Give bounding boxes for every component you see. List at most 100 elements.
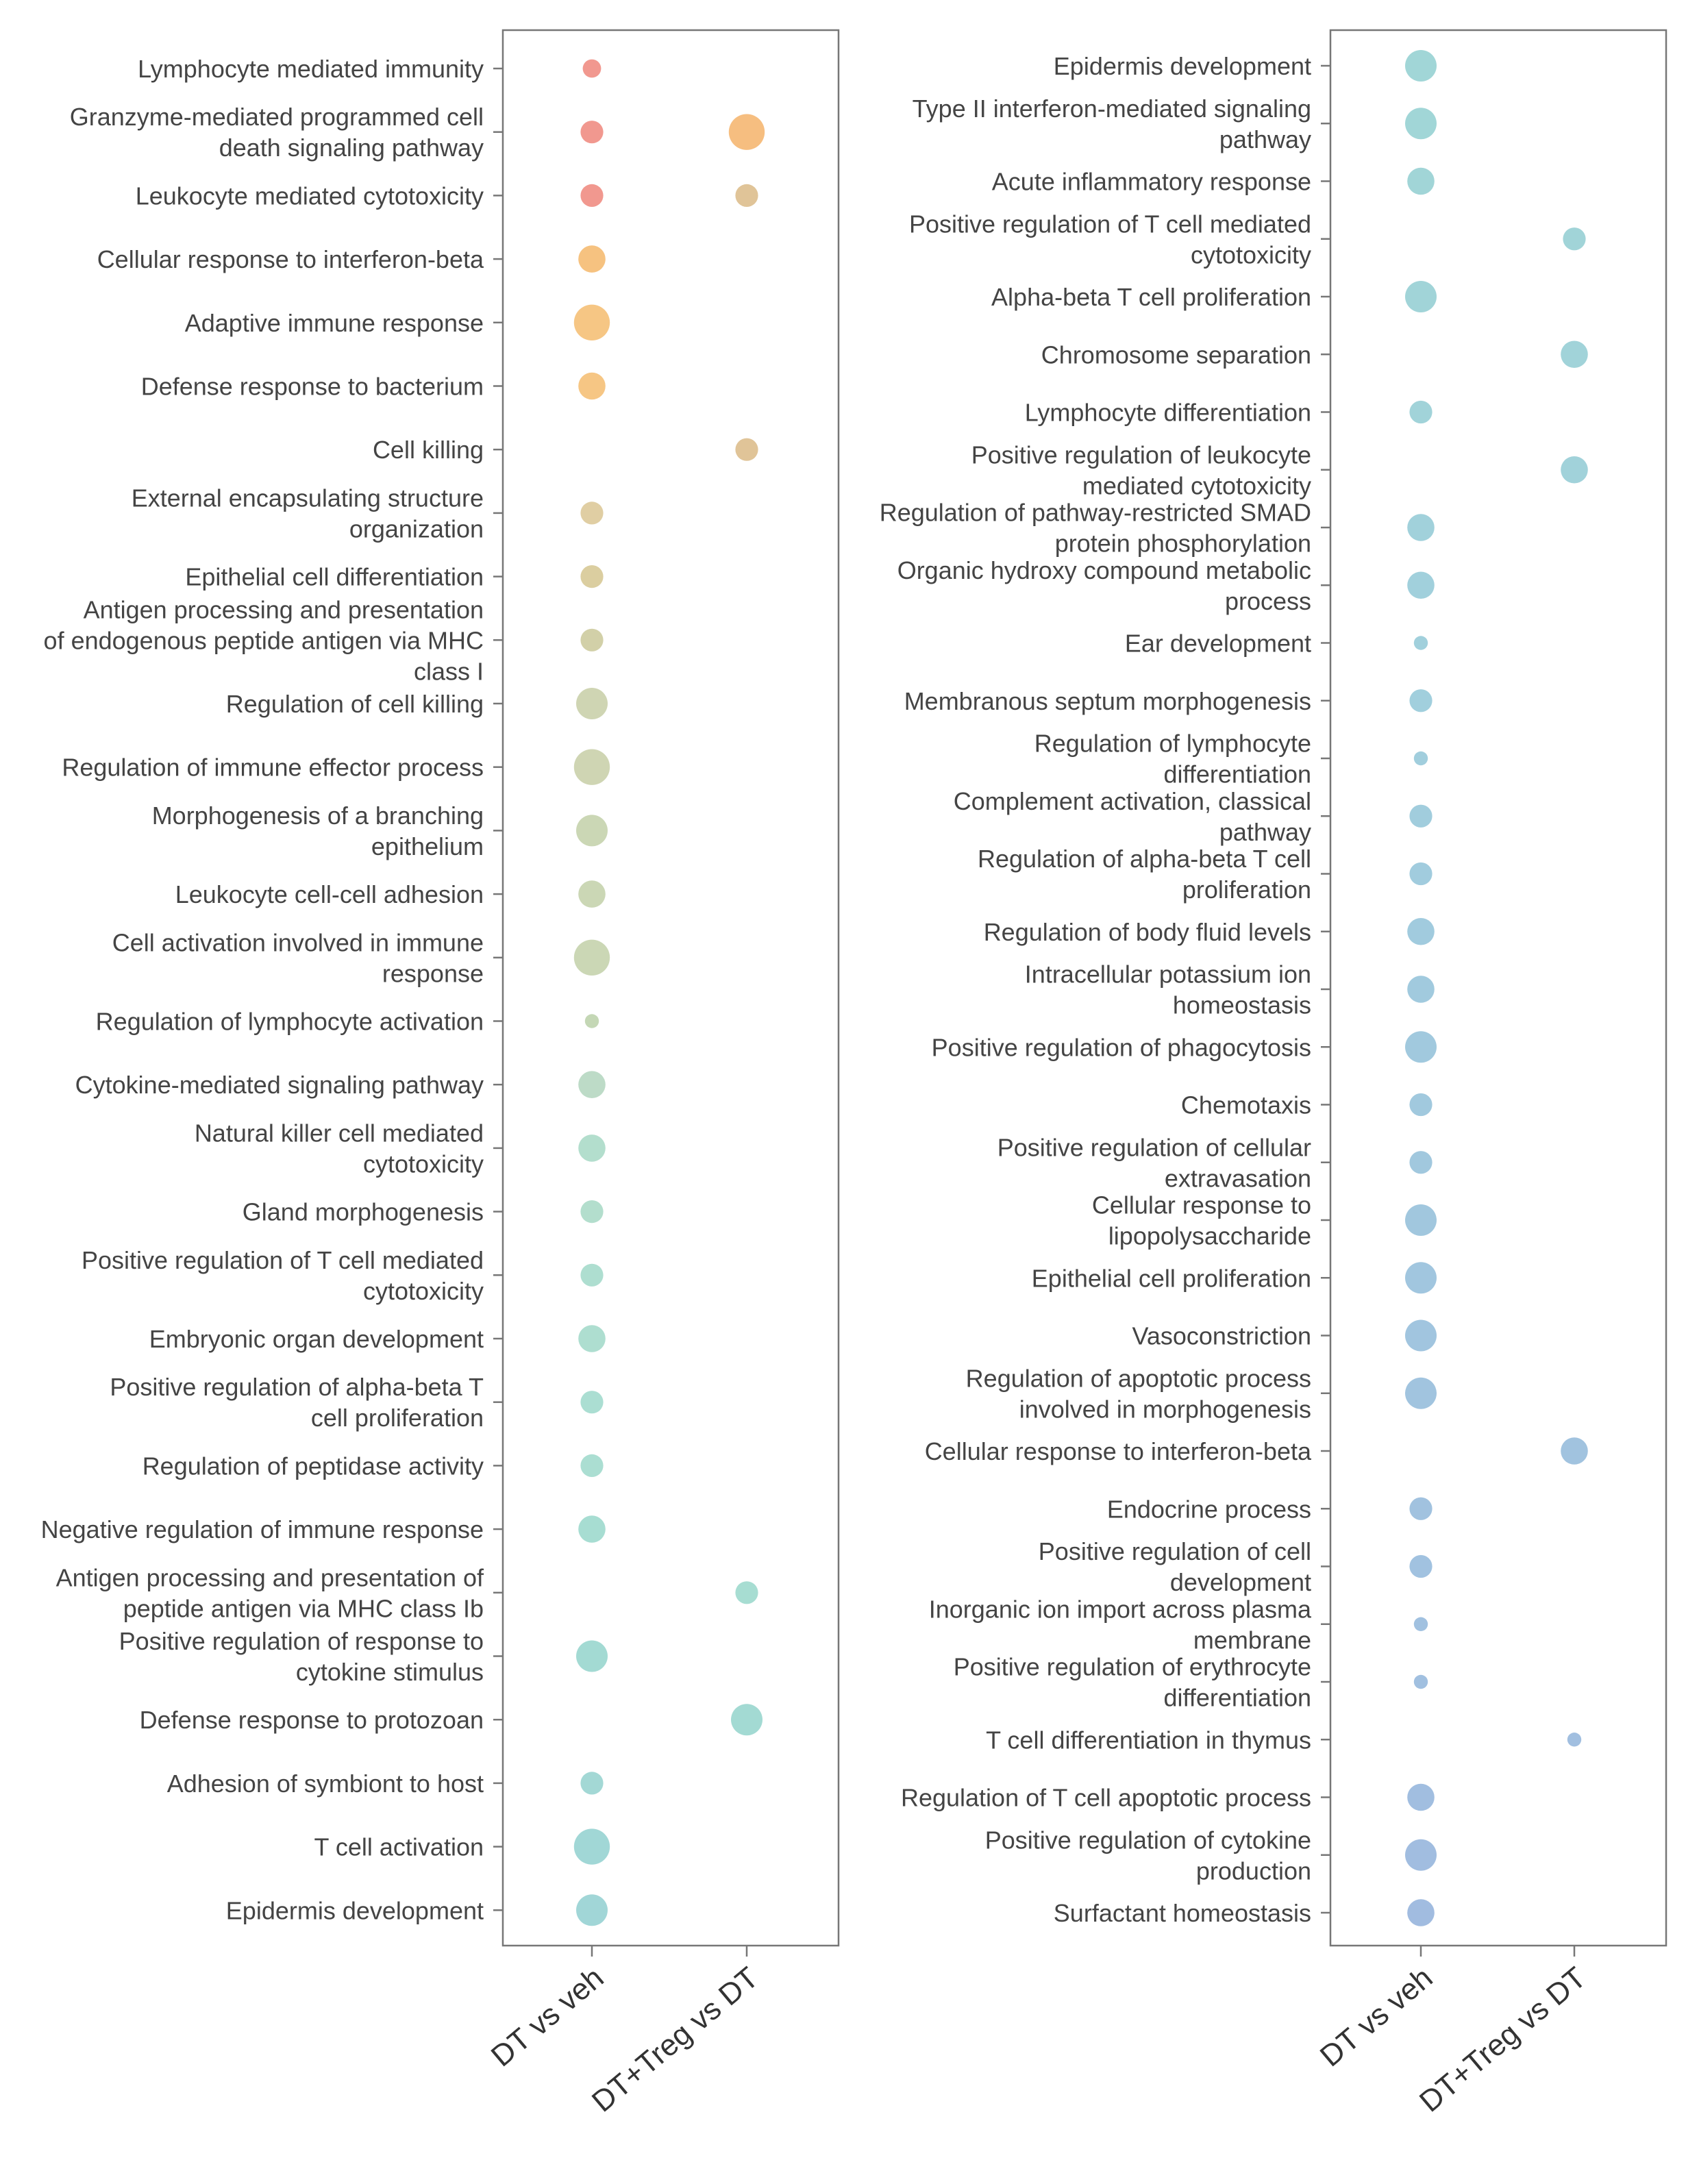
data-point-epithelial-cell-differentiation-dt-vs-veh [580, 565, 604, 588]
x-tick-label-dt-treg-vs-dt: DT+Treg vs DT [586, 1961, 765, 2119]
y-tick-label-regulation-of-t-cell-apoptotic-process: Regulation of T cell apoptotic process [901, 1784, 1311, 1812]
data-point-defense-response-to-bacterium-dt-vs-veh [578, 372, 606, 400]
x-tick-label-dt-vs-veh: DT vs veh [1314, 1961, 1439, 2073]
data-point-regulation-of-lymphocyte-differentiation-dt-vs-veh [1413, 751, 1428, 766]
data-point-epithelial-cell-proliferation-dt-vs-veh [1405, 1262, 1437, 1294]
data-point-positive-regulation-of-t-cell-mediated-cytotoxicity-dt-treg-vs-dt [1563, 227, 1586, 251]
y-tick-label-cytokine-mediated-signaling-pathway: Cytokine-mediated signaling pathway [75, 1071, 484, 1099]
data-point-cell-activation-involved-in-immune-response-dt-vs-veh [573, 939, 610, 976]
data-point-cell-killing-dt-treg-vs-dt [735, 438, 758, 461]
data-point-epidermis-development-dt-vs-veh [576, 1894, 608, 1926]
y-tick-label-epidermis-development: Epidermis development [1054, 52, 1311, 80]
data-point-organic-hydroxy-compound-metabolic-process-dt-vs-veh [1407, 571, 1435, 599]
y-tick-label-positive-regulation-of-t-cell-mediated-cytotoxicity: Positive regulation of T cell mediated cy… [82, 1246, 484, 1305]
data-point-t-cell-differentiation-in-thymus-dt-treg-vs-dt [1567, 1733, 1582, 1747]
y-tick-label-organic-hydroxy-compound-metabolic-process: Organic hydroxy compound metabolic proces… [897, 556, 1311, 615]
y-tick-label-ear-development: Ear development [1125, 630, 1311, 658]
y-tick-label-external-encapsulating-structure-organization: External encapsulating structure organiza… [132, 484, 484, 543]
data-point-intracellular-potassium-ion-homeostasis-dt-vs-veh [1407, 976, 1435, 1003]
y-tick-label-regulation-of-alpha-beta-t-cell-proliferation: Regulation of alpha-beta T cell prolifera… [978, 845, 1311, 904]
y-tick-label-regulation-of-immune-effector-process: Regulation of immune effector process [62, 754, 484, 782]
data-point-cellular-response-to-interferon-beta-dt-vs-veh [578, 245, 606, 273]
y-tick-label-lymphocyte-differentiation: Lymphocyte differentiation [1025, 399, 1311, 427]
right-plot-frame [1329, 29, 1667, 1947]
data-point-positive-regulation-of-alpha-beta-t-cell-proliferation-dt-vs-veh [580, 1391, 604, 1414]
y-tick-label-antigen-processing-and-presentation-of-peptide-antigen-via-mhc-class-ib: Antigen processing and presentation of pe… [56, 1563, 484, 1622]
data-point-negative-regulation-of-immune-response-dt-vs-veh [578, 1515, 606, 1543]
right-dot-plot-panel: Epidermis development Type II interferon-… [880, 29, 1667, 2119]
y-tick-label-positive-regulation-of-response-to-cytokine-stimulus: Positive regulation of response to cytoki… [119, 1627, 484, 1686]
y-tick-label-cellular-response-to-interferon-beta: Cellular response to interferon-beta [97, 245, 484, 273]
x-tick-label-dt-vs-veh: DT vs veh [485, 1961, 610, 2073]
data-point-leukocyte-mediated-cytotoxicity-dt-vs-veh [580, 184, 604, 207]
data-point-regulation-of-alpha-beta-t-cell-proliferation-dt-vs-veh [1409, 862, 1433, 886]
y-tick-label-regulation-of-body-fluid-levels: Regulation of body fluid levels [984, 918, 1311, 946]
data-point-positive-regulation-of-erythrocyte-differentiation-dt-vs-veh [1413, 1674, 1428, 1689]
y-tick-label-inorganic-ion-import-across-plasma-membrane: Inorganic ion import across plasma membra… [929, 1595, 1312, 1654]
y-tick-label-natural-killer-cell-mediated-cytotoxicity: Natural killer cell mediated cytotoxicity [195, 1119, 484, 1178]
y-tick-label-epithelial-cell-proliferation: Epithelial cell proliferation [1032, 1264, 1311, 1292]
data-point-adaptive-immune-response-dt-vs-veh [573, 304, 610, 340]
y-tick-label-leukocyte-mediated-cytotoxicity: Leukocyte mediated cytotoxicity [136, 182, 484, 210]
y-tick-label-positive-regulation-of-phagocytosis: Positive regulation of phagocytosis [932, 1033, 1311, 1061]
data-point-defense-response-to-protozoan-dt-treg-vs-dt [731, 1704, 762, 1736]
data-point-positive-regulation-of-response-to-cytokine-stimulus-dt-vs-veh [576, 1640, 608, 1672]
data-point-natural-killer-cell-mediated-cytotoxicity-dt-vs-veh [578, 1134, 606, 1162]
data-point-acute-inflammatory-response-dt-vs-veh [1407, 167, 1435, 195]
y-tick-label-membranous-septum-morphogenesis: Membranous septum morphogenesis [904, 687, 1311, 715]
y-tick-label-defense-response-to-protozoan: Defense response to protozoan [140, 1706, 484, 1734]
data-point-complement-activation-classical-pathway-dt-vs-veh [1409, 804, 1433, 828]
data-point-granzyme-mediated-programmed-cell-death-signaling-pathway-dt-treg-vs-dt [728, 114, 765, 150]
data-point-chromosome-separation-dt-treg-vs-dt [1561, 340, 1588, 369]
data-point-regulation-of-pathway-restricted-smad-protein-phosphorylation-dt-vs-veh [1407, 514, 1435, 541]
y-tick-label-positive-regulation-of-cell-development: Positive regulation of cell development [1039, 1537, 1311, 1596]
y-tick-label-gland-morphogenesis: Gland morphogenesis [243, 1198, 484, 1226]
data-point-lymphocyte-differentiation-dt-vs-veh [1409, 400, 1433, 424]
data-point-adhesion-of-symbiont-to-host-dt-vs-veh [580, 1772, 604, 1795]
y-tick-label-leukocyte-cell-cell-adhesion: Leukocyte cell-cell adhesion [175, 880, 484, 908]
y-tick-label-morphogenesis-of-a-branching-epithelium: Morphogenesis of a branching epithelium [152, 802, 484, 860]
data-point-type-ii-interferon-mediated-signaling-pathway-dt-vs-veh [1405, 108, 1437, 140]
data-point-granzyme-mediated-programmed-cell-death-signaling-pathway-dt-vs-veh [580, 121, 604, 144]
y-tick-label-cellular-response-to-lipopolysaccharide: Cellular response to lipopolysaccharide [1092, 1191, 1311, 1250]
y-tick-label-alpha-beta-t-cell-proliferation: Alpha-beta T cell proliferation [991, 283, 1311, 311]
y-tick-label-type-ii-interferon-mediated-signaling-pathway: Type II interferon-mediated signaling pat… [913, 95, 1311, 153]
y-tick-label-surfactant-homeostasis: Surfactant homeostasis [1054, 1899, 1311, 1927]
data-point-vasoconstriction-dt-vs-veh [1405, 1319, 1437, 1352]
y-tick-label-adhesion-of-symbiont-to-host: Adhesion of symbiont to host [167, 1770, 484, 1798]
y-tick-label-acute-inflammatory-response: Acute inflammatory response [992, 168, 1311, 196]
y-tick-label-complement-activation-classical-pathway: Complement activation, classical pathway [954, 787, 1311, 846]
data-point-inorganic-ion-import-across-plasma-membrane-dt-vs-veh [1413, 1617, 1428, 1631]
data-point-external-encapsulating-structure-organization-dt-vs-veh [580, 501, 604, 525]
y-tick-label-vasoconstriction: Vasoconstriction [1132, 1322, 1311, 1350]
data-point-chemotaxis-dt-vs-veh [1409, 1093, 1433, 1117]
data-point-antigen-processing-and-presentation-of-endogenous-peptide-antigen-via-mhc-class-i-dt-vs-veh [580, 628, 604, 652]
y-tick-label-positive-regulation-of-leukocyte-mediated-cytotoxicity: Positive regulation of leukocyte mediated… [971, 440, 1311, 499]
y-tick-label-regulation-of-cell-killing: Regulation of cell killing [226, 690, 484, 718]
y-tick-label-epidermis-development: Epidermis development [226, 1896, 484, 1924]
data-point-positive-regulation-of-cellular-extravasation-dt-vs-veh [1409, 1151, 1433, 1174]
data-point-positive-regulation-of-cell-development-dt-vs-veh [1409, 1554, 1433, 1578]
y-tick-label-embryonic-organ-development: Embryonic organ development [149, 1325, 484, 1353]
y-tick-label-granzyme-mediated-programmed-cell-death-signaling-pathway: Granzyme-mediated programmed cell death s… [70, 103, 484, 162]
data-point-regulation-of-immune-effector-process-dt-vs-veh [573, 749, 610, 785]
data-point-epidermis-development-dt-vs-veh [1405, 50, 1437, 82]
data-point-embryonic-organ-development-dt-vs-veh [578, 1325, 606, 1352]
data-point-leukocyte-cell-cell-adhesion-dt-vs-veh [578, 880, 606, 908]
data-point-gland-morphogenesis-dt-vs-veh [580, 1200, 604, 1224]
y-tick-label-antigen-processing-and-presentation-of-endogenous-peptide-antigen-via-mhc-class-i: Antigen processing and presentation of en… [44, 595, 484, 685]
data-point-regulation-of-lymphocyte-activation-dt-vs-veh [584, 1014, 599, 1028]
y-tick-label-t-cell-activation: T cell activation [314, 1833, 484, 1861]
data-point-regulation-of-apoptotic-process-involved-in-morphogenesis-dt-vs-veh [1405, 1377, 1437, 1409]
y-tick-label-cell-activation-involved-in-immune-response: Cell activation involved in immune respon… [112, 928, 484, 987]
y-tick-label-cellular-response-to-interferon-beta: Cellular response to interferon-beta [925, 1437, 1312, 1465]
data-point-alpha-beta-t-cell-proliferation-dt-vs-veh [1405, 281, 1437, 312]
y-tick-label-t-cell-differentiation-in-thymus: T cell differentiation in thymus [986, 1726, 1311, 1754]
y-tick-label-regulation-of-pathway-restricted-smad-protein-phosphorylation: Regulation of pathway-restricted SMAD pro… [880, 499, 1311, 558]
data-point-antigen-processing-and-presentation-of-peptide-antigen-via-mhc-class-ib-dt-treg-vs-dt [735, 1581, 758, 1604]
y-tick-label-lymphocyte-mediated-immunity: Lymphocyte mediated immunity [138, 55, 484, 83]
left-dot-plot-panel: Lymphocyte mediated immunity Granzyme-med… [41, 29, 840, 2119]
data-point-leukocyte-mediated-cytotoxicity-dt-treg-vs-dt [735, 184, 758, 207]
